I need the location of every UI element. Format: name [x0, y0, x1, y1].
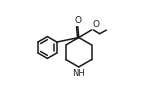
Text: NH: NH: [72, 69, 85, 78]
Text: O: O: [74, 16, 81, 25]
Text: O: O: [92, 20, 99, 29]
